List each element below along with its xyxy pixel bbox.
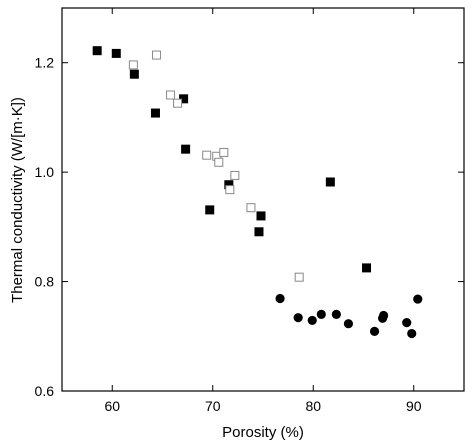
data-point-filled-square bbox=[179, 94, 189, 104]
data-point-filled-square bbox=[256, 211, 266, 221]
data-point-open-square bbox=[219, 147, 229, 157]
y-tick-label: 1.0 bbox=[35, 164, 55, 180]
x-axis-label: Porosity (%) bbox=[222, 424, 304, 441]
data-point-open-square bbox=[166, 90, 176, 100]
data-point-filled-square bbox=[205, 205, 215, 215]
data-point-filled-circle bbox=[343, 319, 354, 329]
data-point-filled-circle bbox=[275, 293, 285, 304]
data-point-open-square bbox=[128, 60, 138, 70]
y-tick-label: 0.8 bbox=[35, 274, 55, 290]
data-point-open-square bbox=[214, 157, 224, 167]
x-tick-label: 90 bbox=[406, 398, 422, 414]
data-point-filled-circle bbox=[331, 309, 341, 319]
series-filled-square bbox=[92, 46, 372, 273]
data-point-filled-square bbox=[92, 46, 102, 56]
data-point-open-square bbox=[151, 50, 161, 60]
x-tick-label: 80 bbox=[305, 398, 321, 414]
x-tick-label: 60 bbox=[104, 398, 120, 414]
data-point-open-square bbox=[230, 170, 240, 180]
data-point-filled-square bbox=[181, 144, 191, 154]
x-tick-label: 70 bbox=[205, 398, 221, 414]
data-point-open-square bbox=[294, 272, 304, 282]
data-point-filled-square bbox=[325, 177, 335, 187]
data-point-filled-circle bbox=[316, 309, 326, 319]
x-axis: 60 70 80 90 bbox=[104, 8, 422, 414]
data-point-filled-square bbox=[150, 108, 160, 118]
data-point-filled-square bbox=[111, 48, 121, 58]
y-tick-label: 0.6 bbox=[35, 383, 55, 399]
data-point-filled-circle bbox=[293, 313, 303, 323]
data-point-filled-circle bbox=[413, 294, 423, 304]
plot-area-border bbox=[61, 7, 465, 392]
data-point-filled-circle bbox=[407, 328, 417, 339]
data-point-open-square bbox=[246, 203, 256, 213]
data-point-filled-square bbox=[362, 263, 372, 273]
series-open-square bbox=[128, 50, 304, 282]
y-tick-label: 1.2 bbox=[35, 55, 55, 71]
series-filled-circle bbox=[275, 293, 423, 339]
y-axis-label: Thermal conductivity (W/[m·K]) bbox=[9, 97, 26, 303]
data-point-filled-circle bbox=[307, 315, 317, 326]
data-point-filled-circle bbox=[379, 310, 389, 321]
data-point-open-square bbox=[202, 150, 212, 160]
data-point-filled-square bbox=[224, 180, 234, 190]
y-axis: 0.6 0.8 1.0 1.2 bbox=[35, 55, 464, 399]
data-point-filled-circle bbox=[369, 326, 380, 336]
plot-frame bbox=[61, 7, 465, 392]
data-point-filled-circle bbox=[402, 318, 412, 328]
data-point-filled-square bbox=[129, 69, 139, 79]
data-points bbox=[92, 46, 423, 339]
data-point-open-square bbox=[225, 185, 235, 195]
data-point-open-square bbox=[173, 98, 183, 108]
data-point-filled-square bbox=[254, 227, 264, 237]
